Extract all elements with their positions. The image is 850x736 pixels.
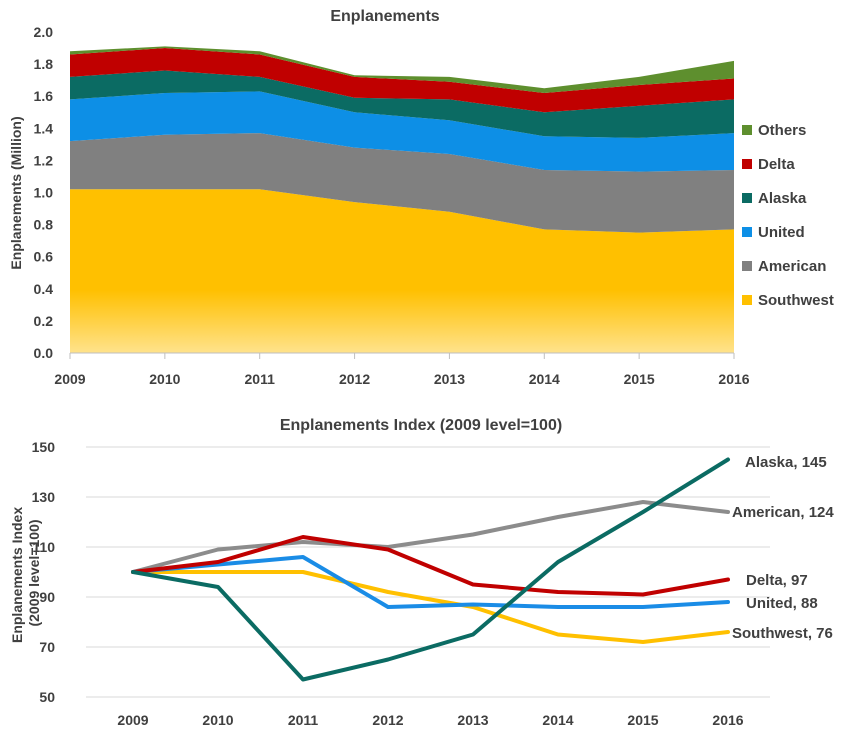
- chart1-x-tick-label: 2014: [529, 371, 560, 387]
- chart1-y-axis-label: Enplanements (Million): [8, 116, 24, 269]
- chart1-y-tick-label: 2.0: [34, 24, 54, 40]
- legend-swatch-others: [742, 125, 752, 135]
- area-alaska: [70, 70, 734, 138]
- chart1-y-tick-label: 1.0: [34, 185, 54, 201]
- end-label-delta: Delta, 97: [746, 572, 808, 589]
- chart2-y-tick-label: 150: [32, 439, 56, 455]
- line-southwest: [131, 570, 730, 644]
- chart2-x-tick-label: 2009: [117, 712, 148, 728]
- chart2-y-tick-label: 50: [39, 689, 55, 705]
- chart1-y-tick-label: 1.8: [34, 56, 54, 72]
- chart2-x-tick-label: 2013: [457, 712, 488, 728]
- enplanements-index-line-chart: Enplanements Index (2009 level=100) Enpl…: [9, 417, 834, 728]
- chart1-y-ticks: 0.0 0.2 0.4 0.6 0.8 1.0 1.2 1.4 1.6 1.8 2.0: [34, 24, 54, 361]
- end-label-alaska: Alaska, 145: [745, 454, 827, 471]
- chart1-y-tick-label: 1.2: [34, 152, 54, 168]
- area-delta: [70, 48, 734, 113]
- chart1-x-tick-label: 2012: [339, 371, 370, 387]
- chart1-y-tick-label: 1.4: [34, 120, 54, 136]
- chart2-y-tick-label: 110: [32, 539, 55, 555]
- line-united: [131, 555, 730, 609]
- legend-label-alaska: Alaska: [758, 190, 807, 207]
- enplanements-area-chart: Enplanements Enplanements (Million) 0.00…: [8, 8, 834, 387]
- chart1-y-tick-label: 0.4: [34, 281, 54, 297]
- line-alaska: [131, 457, 730, 682]
- legend-label-american: American: [758, 258, 826, 275]
- legend-swatch-alaska: [742, 193, 752, 203]
- end-label-united: United, 88: [746, 595, 818, 612]
- chart2-y-axis-label-line1: Enplanements Index: [9, 507, 25, 643]
- end-label-southwest: Southwest, 76: [732, 625, 833, 642]
- chart1-x-tick-label: 2011: [245, 371, 276, 387]
- chart2-y-tick-label: 90: [39, 589, 55, 605]
- chart1-y-tick-label: 0.8: [34, 217, 54, 233]
- chart2-end-labels: American, 124 Southwest, 76 United, 88 Delt…: [732, 454, 834, 642]
- chart2-x-tick-label: 2010: [202, 712, 233, 728]
- end-label-american: American, 124: [732, 504, 834, 521]
- chart2-y-axis-label: Enplanements Index (2009 level=100): [9, 503, 42, 643]
- legend-label-southwest: Southwest: [758, 292, 834, 309]
- chart1-x-tick-label: 2010: [149, 371, 180, 387]
- chart2-x-ticks: 2009 2010 2011 2012 2013 2014 2015 2016: [117, 712, 743, 728]
- chart1-y-tick-label: 0.2: [34, 313, 54, 329]
- chart1-y-tick-label: 0.6: [34, 249, 54, 265]
- chart2-x-tick-label: 2012: [372, 712, 403, 728]
- chart2-x-tick-label: 2014: [542, 712, 573, 728]
- chart2-y-tick-label: 130: [32, 489, 56, 505]
- chart2-y-axis-label-line2: (2009 level=100): [26, 519, 42, 626]
- legend-label-others: Others: [758, 122, 806, 139]
- chart1-legend: Others Delta Alaska United American Southwest: [742, 122, 834, 309]
- chart1-y-tick-label: 1.6: [34, 88, 54, 104]
- legend-label-united: United: [758, 224, 805, 241]
- line-american: [131, 500, 730, 574]
- chart1-x-tick-label: 2016: [718, 371, 749, 387]
- chart2-x-tick-label: 2011: [288, 712, 319, 728]
- legend-swatch-southwest: [742, 295, 752, 305]
- chart1-x-tick-label: 2015: [624, 371, 655, 387]
- legend-swatch-delta: [742, 159, 752, 169]
- legend-label-delta: Delta: [758, 156, 795, 173]
- chart2-y-ticks: 50 70 90 110 130 150: [32, 439, 56, 705]
- area-american: [70, 133, 734, 233]
- chart2-x-tick-label: 2016: [712, 712, 743, 728]
- legend-swatch-united: [742, 227, 752, 237]
- chart1-y-tick-label: 0.0: [34, 345, 54, 361]
- chart1-fade-overlay: [70, 290, 734, 353]
- chart1-x-ticks: 2009 2010 2011 2012 2013 2014 2015 2016: [54, 353, 750, 387]
- chart2-lines: [131, 457, 730, 682]
- chart1-title: Enplanements: [330, 8, 439, 25]
- legend-swatch-american: [742, 261, 752, 271]
- chart2-y-tick-label: 70: [39, 639, 55, 655]
- chart2-x-tick-label: 2015: [627, 712, 658, 728]
- chart2-title: Enplanements Index (2009 level=100): [280, 417, 562, 434]
- area-united: [70, 91, 734, 172]
- chart1-x-tick-label: 2009: [54, 371, 85, 387]
- chart1-x-tick-label: 2013: [434, 371, 465, 387]
- line-delta: [131, 535, 730, 597]
